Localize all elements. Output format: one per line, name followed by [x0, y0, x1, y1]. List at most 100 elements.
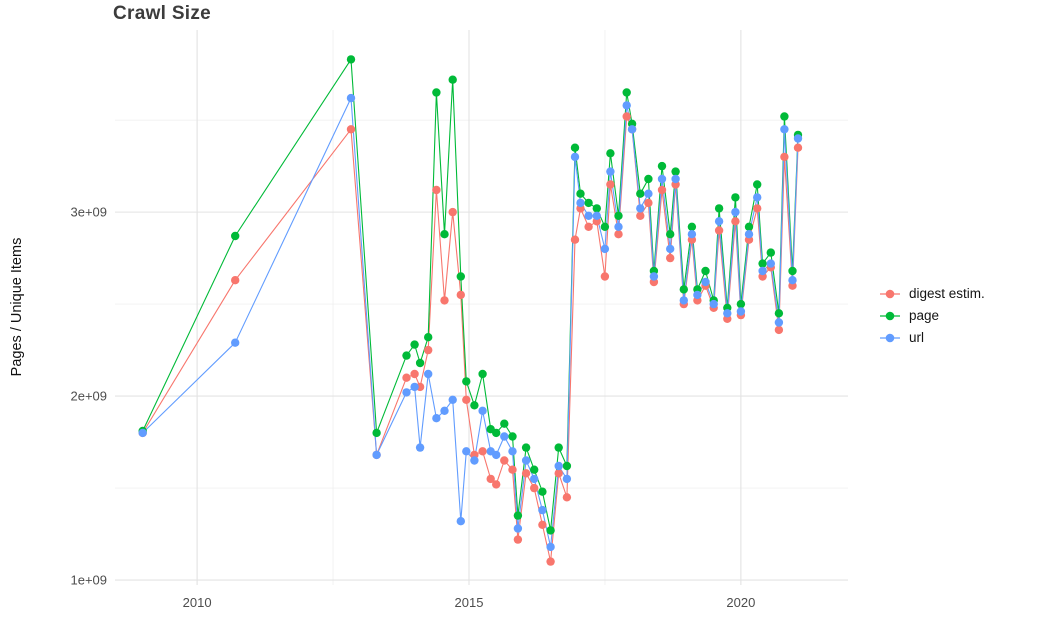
- data-point-url: [744, 230, 754, 239]
- data-point-digest-estim: [478, 447, 487, 456]
- data-point-digest-estim: [570, 235, 580, 244]
- data-point-page: [440, 230, 449, 239]
- x-axis-tick-labels: 2010 2015 2020: [183, 595, 756, 610]
- data-point-url: [723, 309, 732, 318]
- data-point-page: [753, 180, 762, 189]
- data-point-digest-estim: [584, 222, 593, 231]
- data-point-page: [622, 88, 631, 97]
- data-point-url: [584, 211, 593, 220]
- data-point-page: [346, 55, 356, 64]
- data-point-page: [687, 222, 697, 231]
- data-point-url: [231, 338, 240, 347]
- data-point-page: [546, 526, 555, 535]
- data-point-digest-estim: [462, 395, 471, 404]
- legend-item-digest-estim: digest estim.: [878, 286, 985, 302]
- data-point-page: [592, 204, 601, 213]
- data-point-digest-estim: [731, 217, 740, 226]
- data-point-url: [500, 432, 509, 441]
- data-point-url: [546, 542, 555, 552]
- data-point-url: [736, 307, 746, 316]
- data-point-digest-estim: [614, 230, 623, 239]
- data-point-digest-estim: [657, 185, 667, 195]
- data-point-url: [492, 450, 501, 460]
- data-point-url: [679, 296, 688, 305]
- data-point-url: [138, 428, 147, 438]
- series-line-url: [142, 97, 799, 548]
- data-point-url: [415, 443, 425, 452]
- data-point-digest-estim: [530, 483, 539, 493]
- data-point-page: [530, 465, 539, 474]
- data-point-page: [521, 443, 531, 452]
- data-point-url: [701, 277, 710, 287]
- data-point-page: [679, 285, 688, 294]
- data-point-page: [424, 333, 433, 342]
- legend-label-digest-estim: digest estim.: [909, 286, 985, 301]
- data-point-page: [456, 272, 465, 281]
- data-point-page: [513, 511, 523, 520]
- y-tick-label: 2e+09: [70, 389, 107, 404]
- data-point-page: [570, 143, 580, 152]
- data-point-url: [448, 395, 457, 404]
- data-point-page: [644, 174, 653, 184]
- data-point-page: [744, 222, 754, 231]
- data-point-digest-estim: [600, 272, 610, 281]
- data-point-digest-estim: [448, 207, 457, 217]
- data-point-page: [470, 401, 479, 410]
- data-point-url: [432, 414, 441, 423]
- data-point-url: [788, 276, 797, 285]
- data-point-page: [666, 230, 675, 239]
- data-point-page: [410, 340, 419, 349]
- data-point-digest-estim: [456, 290, 465, 300]
- data-point-digest-estim: [402, 373, 411, 382]
- data-point-page: [372, 428, 381, 438]
- data-point-url: [570, 152, 580, 162]
- data-point-url: [780, 125, 789, 134]
- chart-title: Crawl Size: [113, 3, 211, 24]
- series-line-digest-estim: [142, 115, 799, 563]
- data-point-page: [780, 112, 789, 121]
- data-point-url: [470, 456, 479, 465]
- data-point-url: [424, 369, 433, 379]
- data-point-digest-estim: [753, 204, 762, 213]
- x-tick-label: 2015: [455, 595, 484, 610]
- data-point-url: [402, 388, 411, 397]
- data-point-url: [622, 101, 631, 110]
- data-point-url: [614, 222, 623, 231]
- data-point-url: [649, 272, 659, 281]
- data-point-page: [492, 428, 501, 438]
- data-point-url: [693, 290, 702, 300]
- data-point-url: [657, 174, 667, 184]
- data-point-digest-estim: [492, 480, 501, 489]
- data-point-url: [513, 524, 523, 533]
- legend-key-url-icon: [880, 333, 900, 343]
- data-point-page: [600, 222, 610, 231]
- data-point-url: [508, 447, 517, 456]
- data-point-digest-estim: [554, 469, 563, 478]
- data-point-url: [440, 406, 449, 415]
- data-point-digest-estim: [793, 143, 803, 152]
- data-point-page: [576, 189, 585, 198]
- data-point-url: [530, 474, 539, 484]
- data-point-page: [774, 309, 784, 318]
- data-point-digest-estim: [622, 112, 631, 121]
- series-points: [138, 55, 803, 566]
- data-point-page: [731, 193, 740, 202]
- data-point-page: [554, 443, 563, 452]
- x-tick-label: 2010: [183, 595, 212, 610]
- data-point-digest-estim: [644, 198, 653, 208]
- data-point-digest-estim: [636, 211, 645, 220]
- data-point-page: [562, 461, 572, 471]
- data-point-digest-estim: [666, 253, 675, 263]
- data-point-url: [346, 93, 356, 103]
- data-point-digest-estim: [774, 325, 784, 335]
- data-point-url: [666, 244, 675, 254]
- data-point-page: [508, 432, 517, 441]
- data-point-digest-estim: [513, 535, 523, 544]
- y-axis-label: Pages / Unique Items: [9, 238, 25, 377]
- data-point-url: [592, 211, 601, 220]
- y-axis-tick-labels: 1e+09 2e+09 3e+09: [70, 205, 107, 588]
- data-point-url: [644, 189, 653, 198]
- data-point-url: [554, 461, 563, 471]
- legend-label-url: url: [909, 330, 925, 345]
